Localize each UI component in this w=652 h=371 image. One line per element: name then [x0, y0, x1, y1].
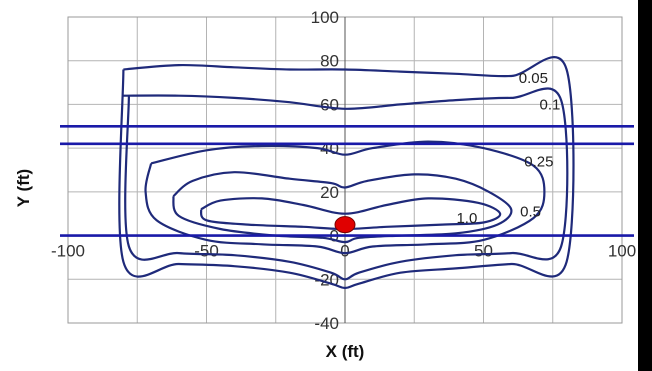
y-axis-label: Y (ft) [14, 168, 33, 208]
x-tick-label: 0 [340, 242, 349, 261]
y-axis-label-box: Y (ft) [8, 140, 38, 240]
contour-labels: 0.05 0.1 0.25 0.5 1.0 [456, 70, 560, 227]
contour-label: 0.25 [524, 153, 553, 170]
contour-line-1-0 [199, 197, 502, 231]
y-tick-label: -40 [314, 314, 339, 333]
x-tick-label: 100 [608, 242, 636, 261]
horizontal-reference-lines [60, 124, 634, 237]
right-edge-bar [638, 0, 652, 371]
contour-line-0-05 [118, 56, 575, 290]
y-tick-label: 100 [311, 8, 339, 27]
contour-label: 1.0 [456, 210, 477, 227]
x-tick-label: -50 [194, 242, 219, 261]
x-tick-label: -100 [51, 242, 85, 261]
y-tick-label: 60 [320, 95, 339, 114]
x-tick-label: 50 [474, 242, 493, 261]
contour-label: 0.5 [520, 204, 541, 221]
contour-label: 0.1 [540, 96, 561, 113]
y-tick-label: 20 [320, 183, 339, 202]
source-point-marker [334, 216, 356, 234]
contour-line-0-1 [123, 87, 569, 281]
source-marker [334, 216, 356, 234]
contour-line-0-25 [144, 140, 546, 255]
x-axis-label: X (ft) [325, 342, 365, 361]
contour-label: 0.05 [519, 70, 548, 87]
y-tick-label: 80 [320, 52, 339, 71]
contour-lines [118, 56, 575, 290]
